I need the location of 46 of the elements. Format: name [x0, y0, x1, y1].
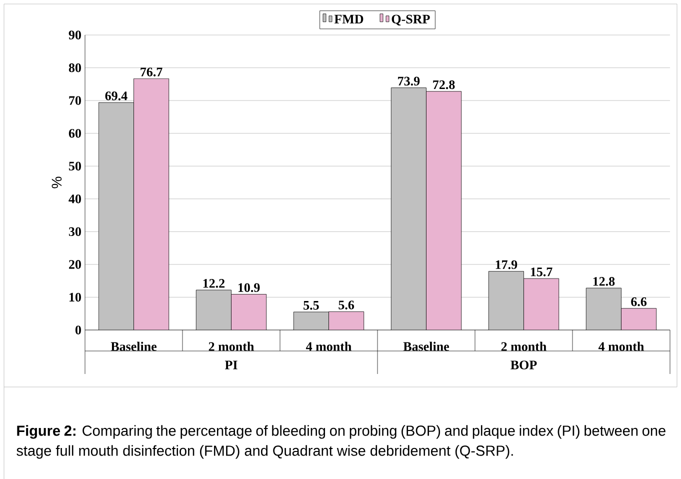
y-tick-label: 50 — [68, 162, 81, 170]
bar — [196, 290, 232, 330]
y-tick-label: 70 — [69, 96, 81, 105]
y-axis-title: % — [52, 176, 62, 188]
data-label: 76.7 — [140, 68, 162, 76]
bar — [488, 271, 524, 330]
data-label: 73.9 — [398, 76, 420, 86]
bar — [586, 288, 622, 330]
x-tick-label: 2 month — [208, 342, 254, 351]
data-label: 10.9 — [238, 283, 260, 292]
bar — [98, 102, 134, 330]
bar — [294, 312, 329, 330]
x-tick-label: Baseline — [110, 342, 157, 351]
data-label: 6.6 — [631, 297, 647, 306]
bar — [621, 308, 657, 330]
data-label: 17.9 — [496, 260, 518, 270]
bar — [328, 312, 364, 330]
bar — [391, 88, 426, 330]
y-tick-label: 0 — [75, 326, 81, 334]
data-label: 5.5 — [304, 301, 319, 310]
data-label: 12.8 — [593, 277, 615, 286]
legend-label: FMD — [334, 14, 364, 24]
y-tick-label: 90 — [68, 30, 81, 40]
bar — [524, 278, 559, 330]
y-tick-label: 10 — [70, 292, 81, 302]
bar — [426, 91, 462, 330]
text: BOP — [510, 360, 537, 370]
data-label: 5.6 — [338, 300, 354, 310]
x-tick-label: 4 month — [598, 342, 644, 351]
text: Figure 2: Comparing the percentage of bleeding on probing (BOP) and plaque index (PI) between one stage full mouth disinfection (FMD) and Quadrant wise debridement (Q-SRP). — [16, 425, 666, 459]
y-tick-label: 80 — [68, 63, 81, 72]
text: PI — [224, 360, 238, 370]
legend-label: Q-SRP — [392, 14, 430, 26]
y-tick-label: 60 — [68, 128, 81, 138]
y-tick-label: 40 — [68, 194, 81, 204]
x-tick-label: Baseline — [403, 342, 450, 351]
x-tick-label: 4 month — [306, 342, 352, 351]
data-label: 15.7 — [530, 268, 552, 276]
data-label: 69.4 — [105, 92, 128, 100]
data-label: 72.8 — [433, 80, 455, 90]
y-tick-label: 20 — [69, 260, 81, 269]
y-tick-label: 30 — [68, 227, 81, 236]
x-tick-label: 2 month — [501, 342, 546, 351]
bar — [134, 78, 169, 330]
data-label: 12.2 — [203, 279, 225, 288]
bar — [231, 294, 266, 330]
